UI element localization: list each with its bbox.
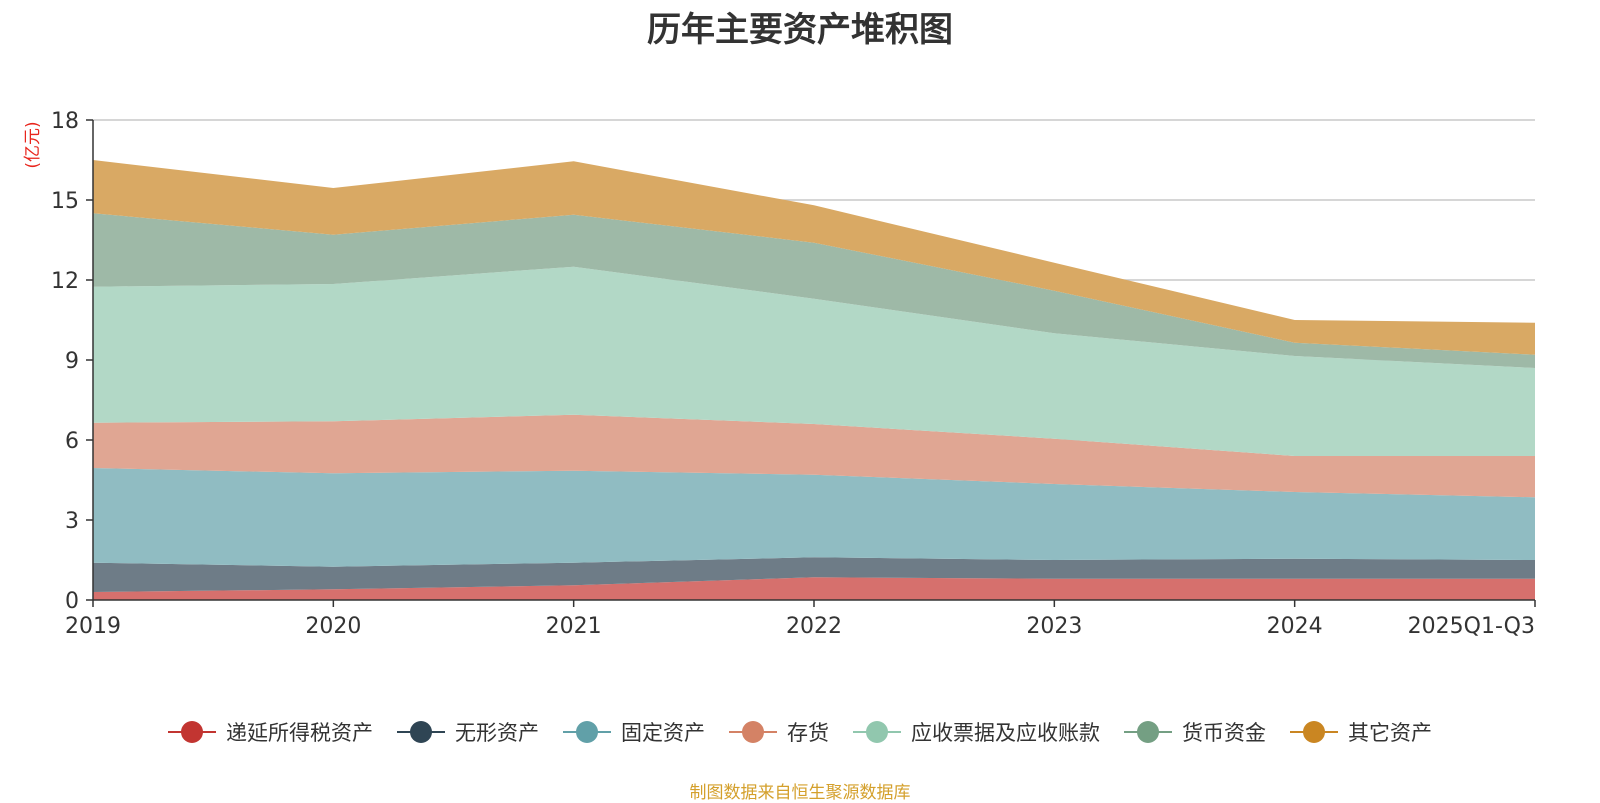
x-tick-label: 2019 — [65, 614, 121, 639]
area-series-2[interactable] — [93, 468, 1535, 567]
legend-item[interactable]: 递延所得税资产 — [168, 717, 373, 747]
x-tick-label: 2024 — [1267, 614, 1323, 639]
source-note: 制图数据来自恒生聚源数据库 — [689, 783, 911, 803]
legend-item[interactable]: 应收票据及应收账款 — [853, 717, 1100, 747]
legend-marker-icon — [1290, 720, 1338, 744]
legend: 递延所得税资产 无形资产 固定资产 存货 应收票据及应收账款 货币资金 其它资产 — [0, 717, 1600, 747]
area-series-0[interactable] — [93, 577, 1535, 600]
legend-marker-icon — [168, 720, 216, 744]
area-series-4[interactable] — [93, 266, 1535, 456]
y-tick-label: 6 — [65, 429, 79, 454]
area-series — [93, 160, 1535, 600]
y-tick-label: 15 — [51, 189, 79, 214]
axes: 0 3 6 9 12 15 18 2019 2020 2021 2022 2023 2024 2025Q1… — [51, 109, 1536, 639]
x-tick-label: 2022 — [786, 614, 842, 639]
y-tick-label: 3 — [65, 509, 79, 534]
legend-label: 递延所得税资产 — [226, 721, 373, 745]
y-tick-label: 18 — [51, 109, 79, 134]
legend-item[interactable]: 固定资产 — [563, 717, 705, 747]
legend-label: 固定资产 — [621, 721, 705, 745]
x-tick-label: 2025Q1-Q3 — [1408, 614, 1535, 639]
legend-label: 货币资金 — [1182, 721, 1266, 745]
legend-item[interactable]: 存货 — [729, 717, 829, 747]
y-tick-label: 9 — [65, 349, 79, 374]
x-tick-label: 2023 — [1026, 614, 1082, 639]
legend-label: 其它资产 — [1348, 721, 1432, 745]
area-series-5[interactable] — [93, 213, 1535, 368]
legend-marker-icon — [1124, 720, 1172, 744]
y-tick-label: 12 — [51, 269, 79, 294]
chart-title: 历年主要资产堆积图 — [647, 10, 953, 50]
legend-item[interactable]: 无形资产 — [397, 717, 539, 747]
legend-label: 应收票据及应收账款 — [911, 721, 1100, 745]
area-series-6[interactable] — [93, 160, 1535, 355]
legend-marker-icon — [397, 720, 445, 744]
legend-marker-icon — [563, 720, 611, 744]
legend-marker-icon — [729, 720, 777, 744]
legend-marker-icon — [853, 720, 901, 744]
y-axis-unit: (亿元) — [23, 121, 43, 168]
x-tick-label: 2020 — [305, 614, 361, 639]
x-tick-label: 2021 — [546, 614, 602, 639]
legend-item[interactable]: 货币资金 — [1124, 717, 1266, 747]
legend-item[interactable]: 其它资产 — [1290, 717, 1432, 747]
area-series-3[interactable] — [93, 414, 1535, 498]
area-series-1[interactable] — [93, 557, 1535, 592]
y-tick-label: 0 — [65, 589, 79, 614]
legend-label: 存货 — [787, 721, 829, 745]
legend-label: 无形资产 — [455, 721, 539, 745]
